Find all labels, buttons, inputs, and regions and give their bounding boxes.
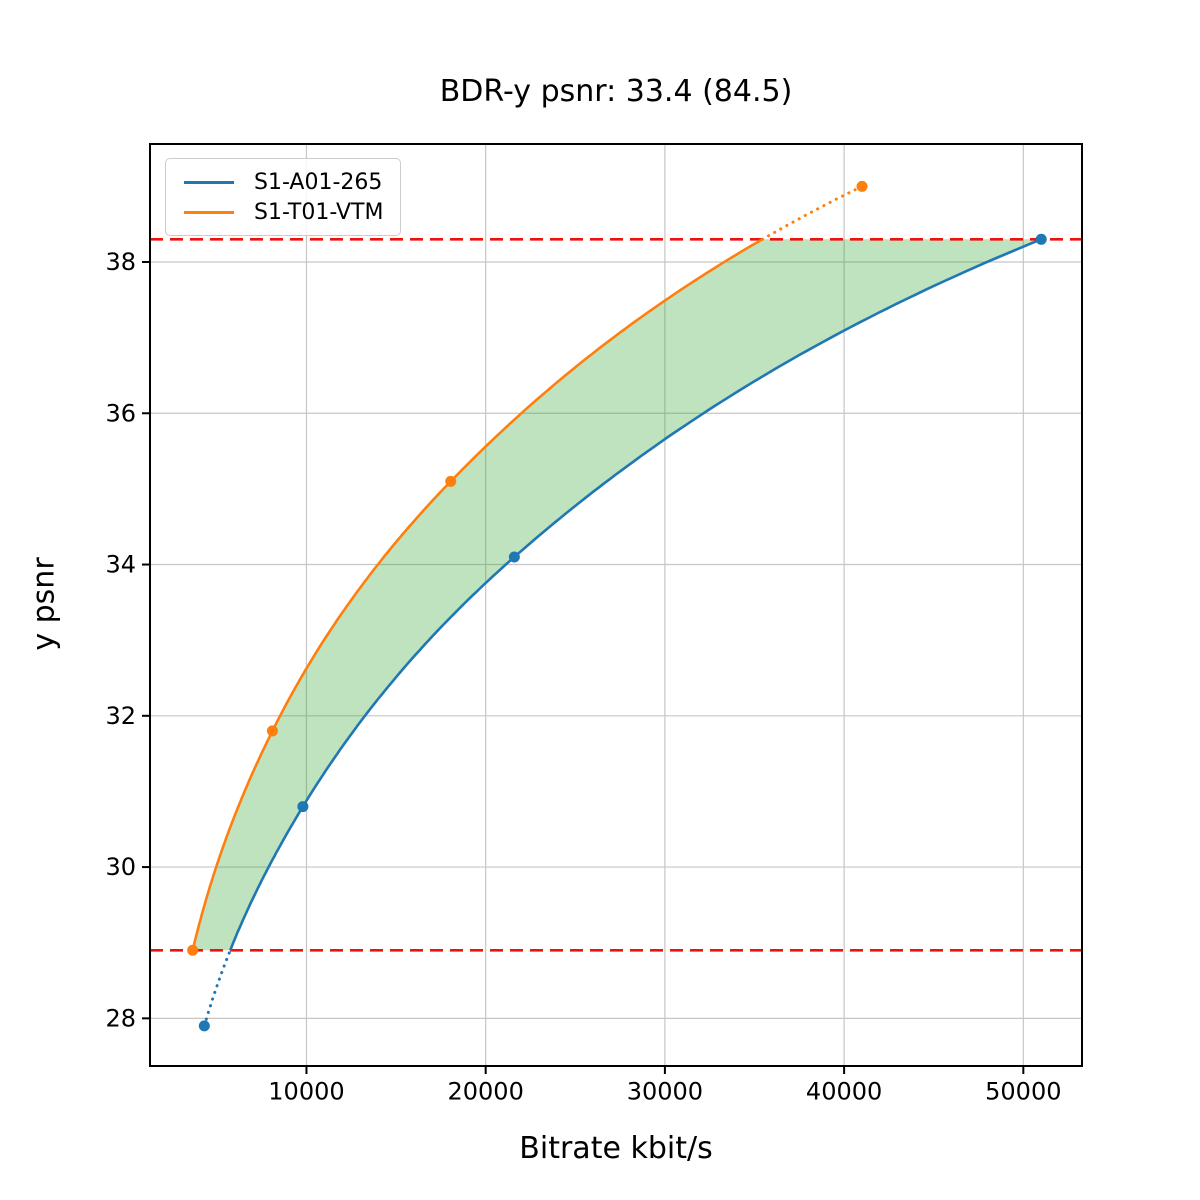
legend-line-sample (184, 210, 234, 214)
legend-label: S1-A01-265 (254, 169, 383, 195)
y-axis-label: y psnr (26, 557, 62, 651)
axes-spines (149, 143, 1083, 1067)
legend-line-sample (184, 180, 234, 184)
y-tick-label: 28 (105, 1004, 136, 1032)
x-tick-label: 10000 (268, 1078, 344, 1106)
x-tick-label: 30000 (627, 1078, 703, 1106)
y-tick-label: 38 (105, 248, 136, 276)
y-tick-label: 34 (105, 551, 136, 579)
x-axis-label: Bitrate kbit/s (519, 1131, 713, 1166)
legend: S1-A01-265 S1-T01-VTM (165, 158, 401, 236)
data-point-marker (1035, 233, 1047, 245)
y-tick-label: 36 (105, 399, 136, 427)
series-line (191, 238, 764, 951)
legend-label: S1-T01-VTM (254, 199, 384, 225)
series-line-dotted (760, 184, 864, 241)
chart-title: BDR-y psnr: 33.4 (84.5) (439, 74, 793, 109)
data-point-marker (445, 475, 457, 487)
data-point-marker (187, 944, 199, 956)
x-tick-label: 20000 (448, 1078, 524, 1106)
data-point-marker (266, 725, 278, 737)
series-line (229, 238, 1042, 951)
legend-item: S1-A01-265 (166, 167, 400, 197)
y-tick-label: 30 (105, 853, 136, 881)
shaded-region (192, 239, 1042, 951)
data-point-marker (856, 180, 868, 192)
data-point-marker (508, 551, 520, 563)
legend-item: S1-T01-VTM (166, 197, 400, 227)
y-tick-label: 32 (105, 702, 136, 730)
data-point-marker (198, 1020, 210, 1032)
series-line-dotted (202, 948, 232, 1028)
x-tick-label: 40000 (806, 1078, 882, 1106)
data-point-marker (297, 801, 309, 813)
x-tick-label: 50000 (985, 1078, 1061, 1106)
